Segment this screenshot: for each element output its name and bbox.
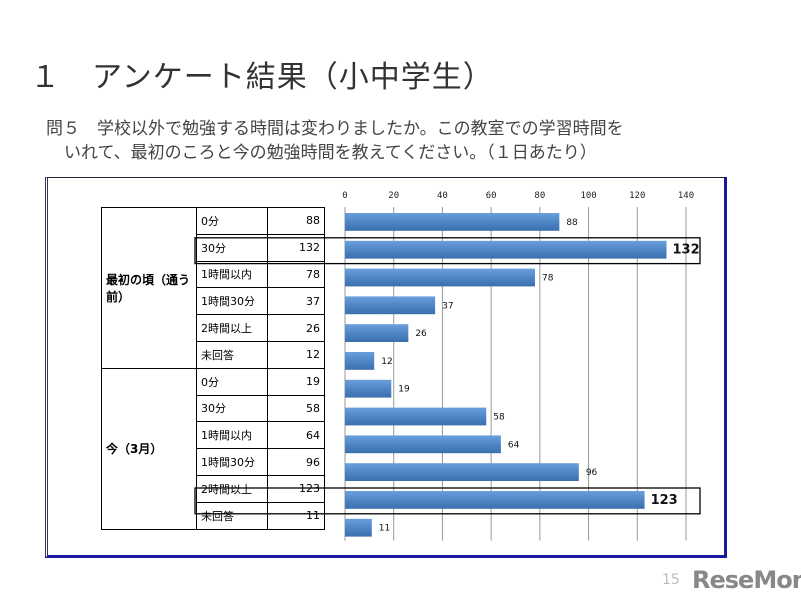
bar: [345, 268, 535, 287]
bar: [345, 240, 667, 259]
value-cell: 88: [267, 207, 325, 235]
category-cell: 1時間30分: [196, 287, 268, 316]
data-label: 96: [586, 468, 598, 478]
data-label: 58: [493, 413, 505, 423]
bar: [345, 518, 372, 537]
data-label: 123: [651, 493, 678, 508]
data-label: 64: [508, 440, 520, 450]
data-label: 11: [379, 524, 390, 534]
value-cell: 37: [267, 287, 325, 316]
question-line-1: 問５ 学校以外で勉強する時間は変わりましたか。この教室での学習時間を: [46, 119, 624, 139]
table-row: 1時間以内 64: [102, 421, 325, 450]
data-label: 26: [415, 329, 427, 339]
value-cell: 19: [267, 367, 325, 396]
bar: [345, 324, 409, 342]
bar: [345, 491, 645, 509]
highlight-box: [194, 487, 701, 515]
data-label: 12: [381, 357, 392, 367]
group-label: 最初の頃（通う前）: [101, 207, 197, 369]
tick-label: 140: [678, 191, 694, 201]
question-line-2: いれて、最初のころと今の勉強時間を教えてください。（１日あたり）: [64, 143, 597, 163]
data-label: 37: [442, 301, 453, 311]
category-cell: 0分: [196, 367, 268, 396]
table-row: 未回答 12: [102, 340, 325, 369]
tick-label: 100: [580, 191, 596, 201]
data-label: 78: [542, 274, 554, 284]
bar: [345, 463, 579, 481]
bar: [345, 379, 392, 398]
table-row: 1時間30分 37: [102, 287, 325, 316]
tick-label: 0: [342, 191, 347, 201]
table-row: 最初の頃（通う前） 0分 88: [101, 207, 325, 369]
tick-label: 20: [388, 191, 399, 201]
bar: [345, 213, 560, 231]
group-label: 今（3月）: [101, 367, 197, 530]
value-cell: 58: [267, 394, 325, 423]
table-row: 未回答 11: [102, 501, 325, 530]
tick-label: 40: [437, 191, 448, 201]
data-table: 最初の頃（通う前） 0分 88 30分 132 1時間以内 78 1時間30分 37 2時間以上 2…: [101, 207, 325, 530]
highlight-box: [194, 237, 701, 265]
bar: [345, 435, 501, 454]
table-row: 2時間以上 123: [102, 474, 325, 503]
value-cell: 26: [267, 314, 325, 342]
resemom-logo: ReseMom: [692, 566, 801, 594]
data-label: 19: [398, 385, 410, 395]
category-cell: 未回答: [196, 340, 268, 369]
bar: [345, 352, 375, 370]
table-row: 2時間以上 26: [102, 314, 325, 342]
category-cell: 2時間以上: [196, 474, 268, 503]
tick-label: 80: [534, 191, 545, 201]
slide-title: １ アンケート結果（小中学生）: [30, 60, 494, 95]
bar: [345, 296, 436, 315]
data-label: 132: [673, 243, 700, 258]
data-label: 88: [566, 218, 578, 228]
value-cell: 11: [267, 501, 325, 530]
chart-frame: [45, 177, 727, 558]
tick-label: 120: [629, 191, 645, 201]
value-cell: 64: [267, 421, 325, 450]
bar: [345, 407, 487, 426]
page-number: 15: [662, 572, 680, 588]
category-cell: 2時間以上: [196, 314, 268, 342]
tick-label: 60: [486, 191, 497, 201]
table-row: 今（3月） 0分 19: [101, 367, 325, 530]
category-cell: 未回答: [196, 501, 268, 530]
value-cell: 78: [267, 260, 325, 289]
category-cell: 0分: [196, 207, 268, 235]
